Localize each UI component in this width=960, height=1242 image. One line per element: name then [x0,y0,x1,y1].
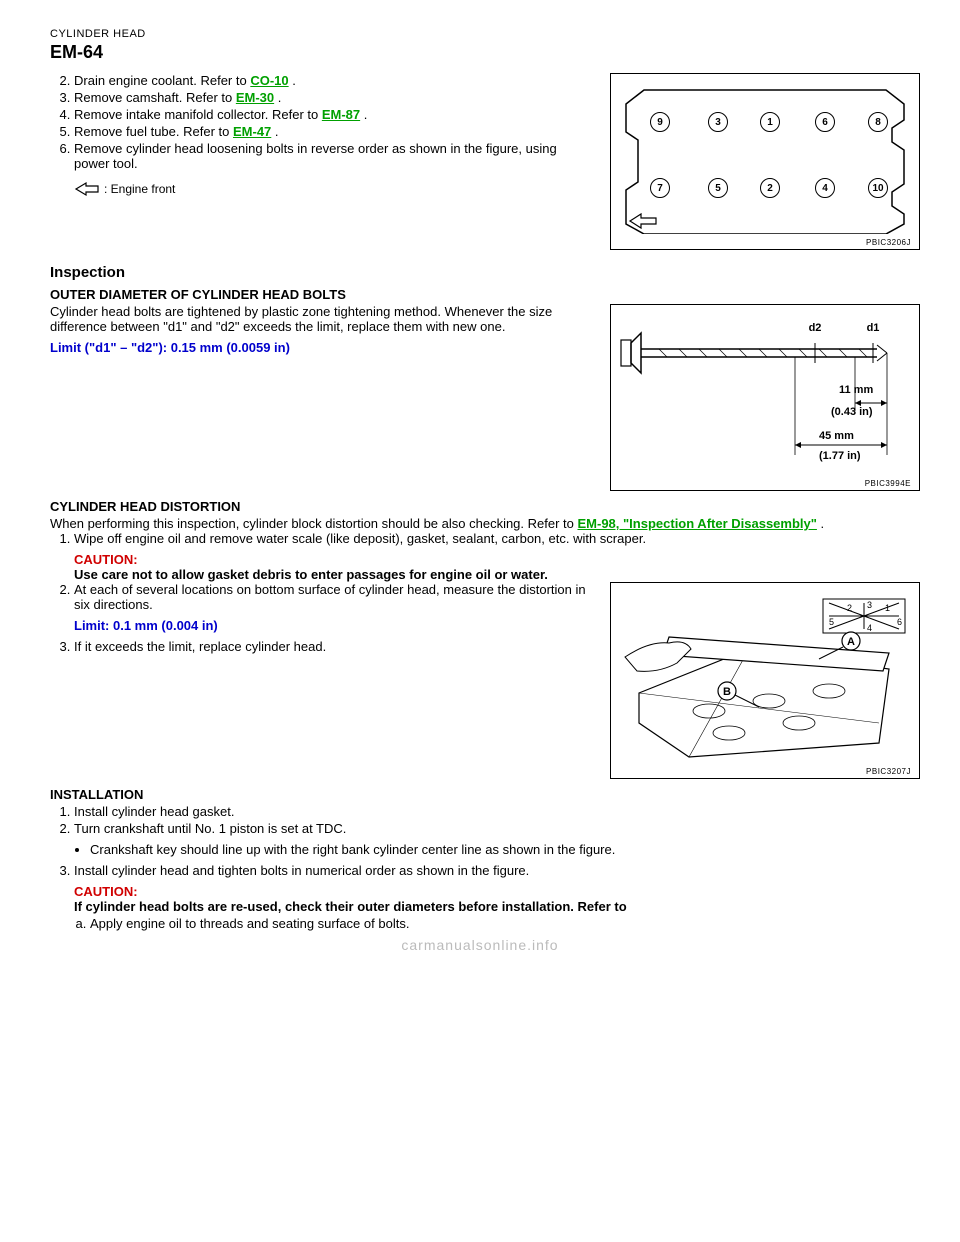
figure-code-distortion: PBIC3207J [619,767,911,776]
step-6: Remove cylinder head loosening bolts in … [74,141,592,171]
svg-text:d2: d2 [809,322,822,334]
svg-text:A: A [847,636,855,648]
engine-front-label: : Engine front [104,182,175,196]
svg-text:(1.77 in): (1.77 in) [819,450,861,462]
installation-heading: INSTALLATION [50,787,920,802]
distortion-note: When performing this inspection, cylinde… [50,516,920,531]
dist-step-1: Wipe off engine oil and remove water sca… [74,531,920,546]
install-sub-a: Apply engine oil to threads and seating … [90,916,920,931]
bolt-pos-7: 7 [650,178,670,198]
limit-distortion: Limit: 0.1 mm (0.004 in) [74,618,592,633]
install-bullet-1: Crankshaft key should line up with the r… [90,842,920,857]
figure-bolt-order: 9 3 1 6 8 7 5 2 4 10 PBIC3206J [610,73,920,250]
distortion-fig-icon: 5 2 3 4 1 6 A [619,593,911,763]
svg-text:11 mm: 11 mm [839,384,873,396]
caution-body-2: If cylinder head bolts are re-used, chec… [74,899,920,914]
caution-body-1: Use care not to allow gasket debris to e… [74,567,920,582]
svg-text:45 mm: 45 mm [819,430,854,442]
gasket-outline-icon [620,84,910,234]
figure-front-arrow [628,212,658,230]
figure-bolt-dimension: d2 d1 11 mm (0.43 in) 45 mm (1.77 in) P [610,304,920,491]
link-co10[interactable]: CO-10 [250,73,288,88]
step-5: Remove fuel tube. Refer to EM-47 . [74,124,592,139]
bolt-pos-1: 1 [760,112,780,132]
step-2: Drain engine coolant. Refer to CO-10 . [74,73,592,88]
bolt-pos-3: 3 [708,112,728,132]
caution-label-1: CAUTION: [74,552,920,567]
figure-distortion: 5 2 3 4 1 6 A [610,582,920,779]
bolt-dimension-icon: d2 d1 11 mm (0.43 in) 45 mm (1.77 in) [619,315,911,475]
svg-text:1: 1 [885,603,890,613]
figure-code-bolt: PBIC3994E [619,479,911,488]
bolt-pos-10: 10 [868,178,888,198]
figure-code-gasket: PBIC3206J [619,238,911,247]
dist-text-post: . [821,516,825,531]
dist-step-2: At each of several locations on bottom s… [74,582,592,612]
svg-text:(0.43 in): (0.43 in) [831,406,873,418]
step-4: Remove intake manifold collector. Refer … [74,107,592,122]
step-3-post: . [278,90,282,105]
section-label: CYLINDER HEAD [50,28,920,40]
link-em30[interactable]: EM-30 [236,90,274,105]
dist-text-pre: When performing this inspection, cylinde… [50,516,578,531]
install-step-1: Install cylinder head gasket. [74,804,920,819]
inspection-heading: Inspection [50,264,920,281]
svg-text:3: 3 [867,600,872,610]
step-5-post: . [275,124,279,139]
install-step-3: Install cylinder head and tighten bolts … [74,863,920,878]
svg-text:B: B [723,686,731,698]
svg-text:4: 4 [867,623,872,633]
outer-dia-heading: OUTER DIAMETER OF CYLINDER HEAD BOLTS [50,287,920,302]
svg-text:2: 2 [847,603,852,613]
step-5-pre: Remove fuel tube. Refer to [74,124,233,139]
link-em87[interactable]: EM-87 [322,107,360,122]
outer-dia-body: Cylinder head bolts are tightened by pla… [50,304,592,334]
svg-text:d1: d1 [867,322,880,334]
step-2-pre: Drain engine coolant. Refer to [74,73,250,88]
install-step-2: Turn crankshaft until No. 1 piston is se… [74,821,920,836]
watermark: carmanualsonline.info [0,937,960,953]
bolt-pos-8: 8 [868,112,888,132]
bolt-pos-5: 5 [708,178,728,198]
step-3-pre: Remove camshaft. Refer to [74,90,236,105]
limit-d1d2: Limit ("d1" – "d2"): 0.15 mm (0.0059 in) [50,340,592,355]
distortion-heading: CYLINDER HEAD DISTORTION [50,499,920,514]
caution-label-2: CAUTION: [74,884,920,899]
link-em98[interactable]: EM-98, "Inspection After Disassembly" [578,516,817,531]
arrow-left-icon [74,181,100,197]
svg-text:5: 5 [829,617,834,627]
bolt-pos-4: 4 [815,178,835,198]
dist-step-3: If it exceeds the limit, replace cylinde… [74,639,592,654]
svg-text:6: 6 [897,617,902,627]
link-em47[interactable]: EM-47 [233,124,271,139]
step-3: Remove camshaft. Refer to EM-30 . [74,90,592,105]
bolt-pos-6: 6 [815,112,835,132]
engine-front-note: : Engine front [74,181,175,197]
step-2-post: . [292,73,296,88]
step-4-post: . [364,107,368,122]
page-title: EM-64 [50,42,920,63]
bolt-pos-2: 2 [760,178,780,198]
bolt-pos-9: 9 [650,112,670,132]
arrow-left-icon [628,212,658,230]
step-4-pre: Remove intake manifold collector. Refer … [74,107,322,122]
